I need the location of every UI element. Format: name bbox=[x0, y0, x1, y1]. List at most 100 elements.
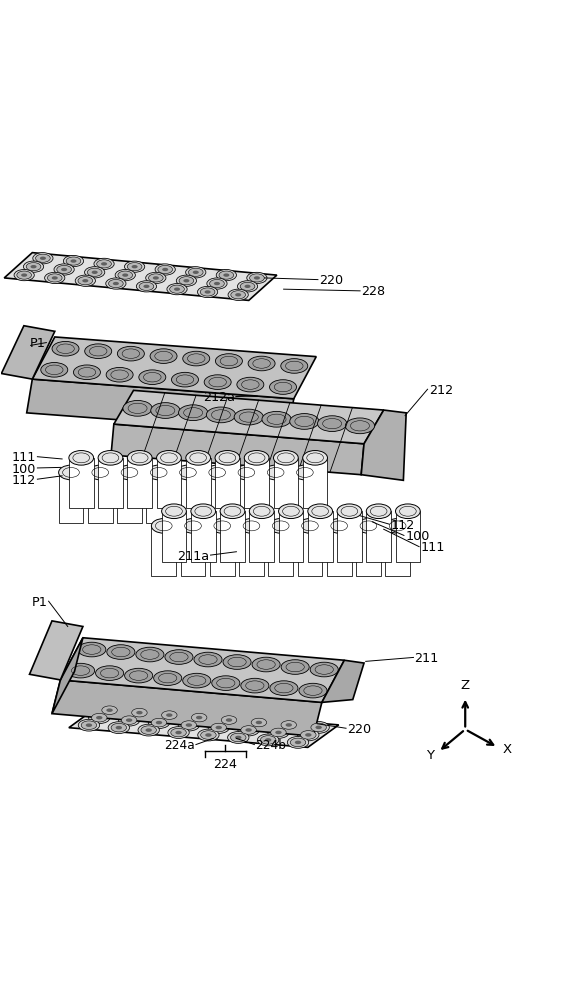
Ellipse shape bbox=[124, 261, 145, 272]
Ellipse shape bbox=[54, 264, 74, 275]
Ellipse shape bbox=[40, 257, 46, 260]
Ellipse shape bbox=[249, 504, 274, 519]
Ellipse shape bbox=[126, 718, 132, 722]
Ellipse shape bbox=[52, 341, 79, 356]
Ellipse shape bbox=[132, 265, 138, 268]
Ellipse shape bbox=[139, 282, 154, 290]
Ellipse shape bbox=[205, 290, 211, 294]
Ellipse shape bbox=[268, 727, 289, 738]
Polygon shape bbox=[249, 511, 274, 562]
Ellipse shape bbox=[208, 722, 229, 733]
Polygon shape bbox=[186, 458, 211, 508]
Ellipse shape bbox=[111, 723, 127, 732]
Ellipse shape bbox=[210, 279, 224, 288]
Ellipse shape bbox=[250, 274, 264, 282]
Ellipse shape bbox=[251, 718, 267, 727]
Ellipse shape bbox=[108, 279, 123, 288]
Ellipse shape bbox=[89, 712, 110, 724]
Ellipse shape bbox=[216, 269, 237, 281]
Ellipse shape bbox=[97, 260, 111, 268]
Polygon shape bbox=[396, 511, 420, 562]
Ellipse shape bbox=[52, 276, 58, 280]
Ellipse shape bbox=[121, 716, 137, 724]
Text: 220: 220 bbox=[347, 723, 371, 736]
Ellipse shape bbox=[106, 278, 126, 289]
Ellipse shape bbox=[318, 416, 347, 432]
Ellipse shape bbox=[178, 719, 199, 731]
Ellipse shape bbox=[63, 255, 84, 267]
Ellipse shape bbox=[356, 519, 381, 533]
Ellipse shape bbox=[218, 714, 240, 726]
Ellipse shape bbox=[205, 465, 229, 480]
Ellipse shape bbox=[119, 714, 140, 726]
Polygon shape bbox=[111, 424, 364, 475]
Ellipse shape bbox=[262, 411, 291, 427]
Polygon shape bbox=[191, 511, 216, 562]
Ellipse shape bbox=[241, 678, 269, 693]
Ellipse shape bbox=[21, 273, 27, 277]
Ellipse shape bbox=[171, 728, 186, 737]
Text: 111: 111 bbox=[12, 451, 36, 464]
Ellipse shape bbox=[271, 728, 286, 737]
Ellipse shape bbox=[136, 647, 164, 662]
Ellipse shape bbox=[238, 724, 259, 736]
Ellipse shape bbox=[165, 650, 193, 664]
Polygon shape bbox=[59, 472, 84, 523]
Ellipse shape bbox=[210, 519, 234, 533]
Ellipse shape bbox=[293, 465, 317, 480]
Ellipse shape bbox=[223, 273, 229, 277]
Ellipse shape bbox=[228, 289, 248, 300]
Ellipse shape bbox=[75, 275, 95, 286]
Ellipse shape bbox=[301, 731, 316, 739]
Ellipse shape bbox=[138, 724, 159, 736]
Ellipse shape bbox=[146, 465, 171, 480]
Ellipse shape bbox=[113, 282, 119, 285]
Ellipse shape bbox=[86, 723, 92, 727]
Ellipse shape bbox=[263, 465, 288, 480]
Ellipse shape bbox=[149, 274, 163, 282]
Ellipse shape bbox=[273, 451, 298, 465]
Polygon shape bbox=[322, 660, 364, 702]
Ellipse shape bbox=[41, 363, 68, 377]
Polygon shape bbox=[1, 326, 55, 379]
Ellipse shape bbox=[154, 671, 182, 685]
Ellipse shape bbox=[265, 738, 271, 742]
Ellipse shape bbox=[270, 380, 297, 394]
Ellipse shape bbox=[96, 716, 102, 719]
Ellipse shape bbox=[78, 277, 93, 285]
Ellipse shape bbox=[189, 712, 210, 723]
Ellipse shape bbox=[285, 723, 292, 727]
Polygon shape bbox=[279, 511, 303, 562]
Ellipse shape bbox=[385, 519, 410, 533]
Ellipse shape bbox=[256, 721, 262, 724]
Polygon shape bbox=[308, 511, 333, 562]
Ellipse shape bbox=[298, 519, 322, 533]
Polygon shape bbox=[176, 472, 201, 523]
Ellipse shape bbox=[67, 663, 94, 678]
Ellipse shape bbox=[88, 268, 102, 276]
Ellipse shape bbox=[116, 726, 122, 729]
Ellipse shape bbox=[144, 285, 150, 288]
Ellipse shape bbox=[47, 274, 62, 282]
Ellipse shape bbox=[299, 683, 327, 698]
Ellipse shape bbox=[298, 729, 319, 741]
Ellipse shape bbox=[201, 731, 216, 739]
Ellipse shape bbox=[181, 519, 205, 533]
Text: 224: 224 bbox=[213, 758, 237, 771]
Polygon shape bbox=[69, 458, 94, 508]
Text: P1: P1 bbox=[32, 596, 47, 609]
Ellipse shape bbox=[245, 728, 252, 732]
Ellipse shape bbox=[295, 741, 301, 744]
Ellipse shape bbox=[23, 261, 44, 272]
Ellipse shape bbox=[122, 273, 128, 277]
Ellipse shape bbox=[281, 359, 308, 373]
Polygon shape bbox=[273, 458, 298, 508]
Ellipse shape bbox=[92, 271, 98, 274]
Ellipse shape bbox=[26, 263, 41, 271]
Ellipse shape bbox=[157, 451, 181, 465]
Ellipse shape bbox=[33, 253, 53, 264]
Ellipse shape bbox=[206, 407, 236, 423]
Ellipse shape bbox=[240, 282, 255, 290]
Ellipse shape bbox=[172, 372, 198, 387]
Ellipse shape bbox=[156, 721, 162, 724]
